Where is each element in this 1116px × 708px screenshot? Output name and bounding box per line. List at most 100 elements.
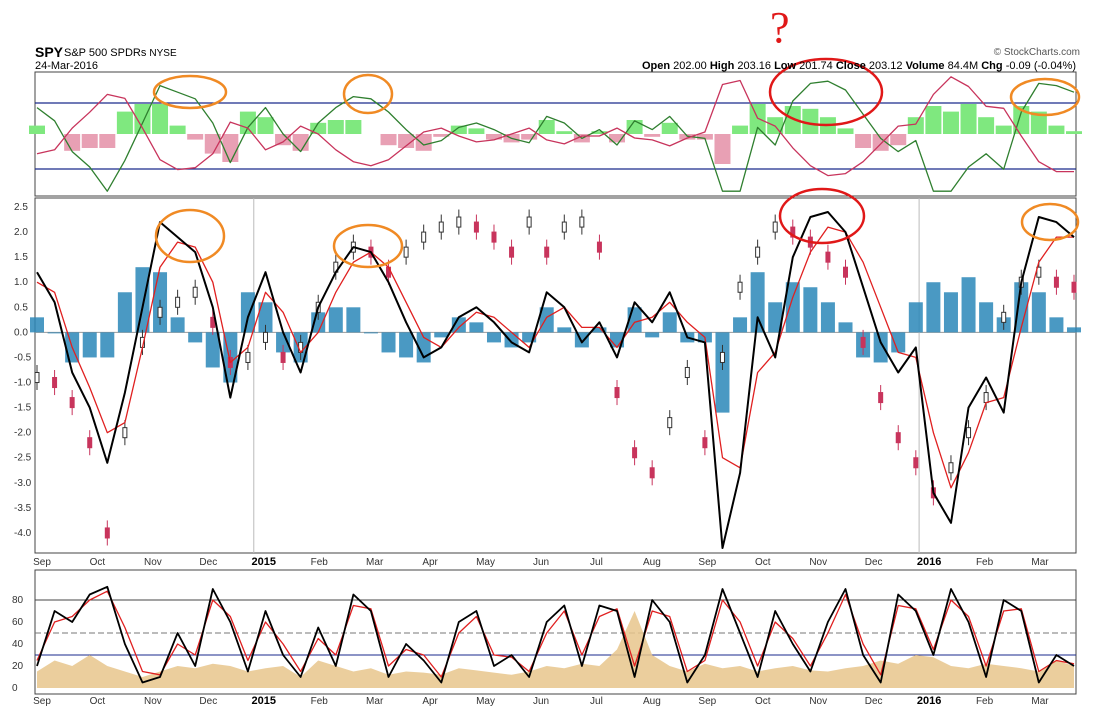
histogram-bar [1067,327,1081,333]
top-fill-up [134,104,151,134]
histogram-bar [891,332,906,353]
orange-circle-annotation [154,208,226,264]
top-fill-down [485,134,502,140]
x-tick-label: Sep [33,696,51,707]
histogram-bar [715,332,730,413]
histogram-bar [1049,317,1064,333]
candle-body [438,221,444,233]
candle-body [860,336,866,348]
y-tick-label: 0.0 [14,327,28,338]
top-fill-down [644,134,661,137]
orange-circle-annotation [1009,77,1081,117]
top-fill-down [204,134,221,154]
histogram-bar [592,327,607,333]
candle-body [983,392,989,404]
red-circle-annotation [778,187,866,245]
close-value: 203.12 [868,60,903,72]
candle-body [684,366,690,379]
histogram-bar [785,282,800,333]
x-tick-label: Nov [809,696,827,707]
histogram-bar [522,332,537,343]
annotations: ? [152,3,1081,269]
candle-body [702,437,708,449]
candle-body [790,226,796,238]
x-tick-label: 2016 [917,695,941,707]
top-fill-up [29,125,45,134]
top-fill-up [626,120,643,134]
main-x-axis: Sep Oct Nov Dec 2015 Feb Mar Apr May Jun Jul Aug Sep… [33,556,1049,568]
top-red-line [36,76,1074,177]
top-fill-down [275,134,292,146]
candle-body [1036,266,1042,278]
x-tick-label: Feb [311,557,329,568]
histogram-bar [117,292,132,333]
quote-summary: Open 202.00 High 203.16 Low 201.74 Close… [642,60,1076,72]
high-value: 203.16 [737,60,772,72]
x-tick-label: Oct [90,557,106,568]
y-tick-label: 1.0 [14,277,28,288]
top-fill-up [784,106,801,134]
top-fill-up [837,128,854,134]
candle-body [175,296,181,308]
candle-body [87,437,93,449]
top-fill-up [169,125,186,134]
x-tick-label: Sep [33,557,51,568]
bottom-y-axis: 80 60 40 20 0 [12,595,24,694]
candle-body [1071,281,1077,293]
candle-body [579,216,585,228]
x-tick-label: Jul [590,557,603,568]
open-value: 202.00 [673,60,707,72]
candle-body [1001,311,1007,323]
high-label: High [709,60,735,72]
histogram-bar [820,302,835,333]
top-fill-up [450,125,467,134]
bottom-fast-line [36,585,1075,684]
candle-body [966,427,972,439]
top-fill-down [714,134,731,164]
x-tick-label: Dec [199,557,217,568]
candle-body [509,246,515,258]
candle-body [913,457,919,469]
x-tick-label: Dec [865,557,883,568]
x-tick-label: Sep [698,557,716,568]
histogram-bar [768,302,783,333]
candle-body [421,231,427,243]
candle-body [772,221,778,233]
x-tick-label: Dec [199,696,217,707]
histogram-bar [803,287,818,333]
chg-label: Chg [981,60,1003,72]
y-tick-label: 20 [12,661,24,672]
candle-body [755,246,761,258]
y-tick-label: -4.0 [14,528,32,539]
histogram-bar [135,267,150,333]
x-tick-label: May [476,557,495,568]
top-fill-down [609,134,626,143]
x-tick-label: Nov [809,557,827,568]
symbol: SPY [35,44,64,60]
quote-date: 24-Mar-2016 [35,60,98,72]
histogram-bar [539,307,554,333]
main-y-axis: 2.5 2.0 1.5 1.0 0.5 0.0 -0.5 -1.0 -1.5 -2.0 -2.5 -3… [14,202,32,539]
x-tick-label: Sep [698,696,716,707]
y-tick-label: 1.5 [14,252,28,263]
top-fill-down [521,134,538,140]
histogram-bar [276,332,291,353]
y-tick-label: 60 [12,617,24,628]
y-tick-label: 2.5 [14,202,28,213]
candle-body [403,246,409,258]
question-mark-annotation: ? [770,3,790,52]
histogram-bar [188,332,203,343]
y-tick-label: 80 [12,595,24,606]
top-fill-down [696,134,713,140]
candle-body [122,427,128,439]
top-fill-up [538,120,555,134]
volume-label: Volume [905,60,945,72]
main-panel: 2.5 2.0 1.5 1.0 0.5 0.0 -0.5 -1.0 -1.5 -2.0 -2.5 -3… [14,197,1081,694]
x-tick-label: Oct [755,696,771,707]
close-label: Close [835,60,866,72]
histogram-bar [838,322,853,333]
x-tick-label: Feb [311,696,329,707]
x-tick-label: Nov [144,696,162,707]
histogram-bar [346,307,361,333]
